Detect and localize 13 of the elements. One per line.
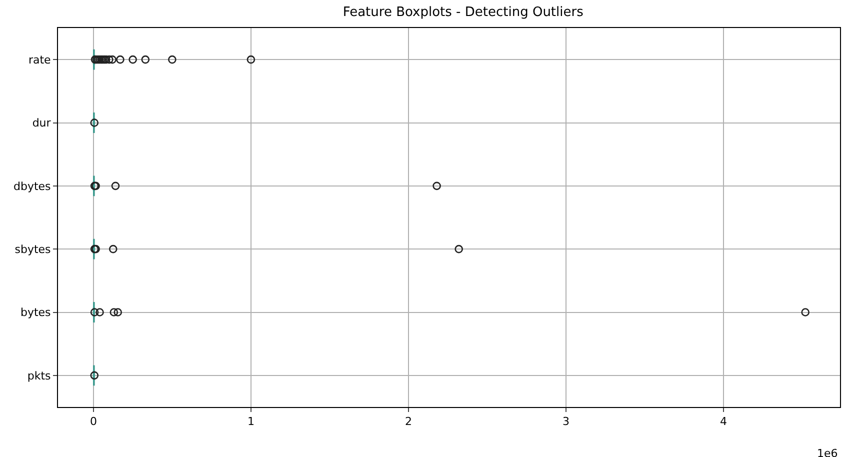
y-tick-label: dur xyxy=(32,116,52,130)
x-tick-label: 0 xyxy=(90,415,97,428)
y-tick-label: dbytes xyxy=(14,180,52,193)
x-tick-label: 2 xyxy=(404,415,412,428)
y-tick-label: bytes xyxy=(20,306,52,320)
y-tick-label: rate xyxy=(28,53,52,66)
text: 1e6 xyxy=(817,447,838,457)
x-tick-label: 3 xyxy=(562,415,570,428)
chart-title: Feature Boxplots - Detecting Outliers xyxy=(342,4,584,20)
y-tick-label: sbytes xyxy=(14,242,52,256)
x-tick-label: 4 xyxy=(720,415,727,428)
x-tick-label: 1 xyxy=(247,415,254,428)
y-tick-label: pkts xyxy=(27,369,52,382)
